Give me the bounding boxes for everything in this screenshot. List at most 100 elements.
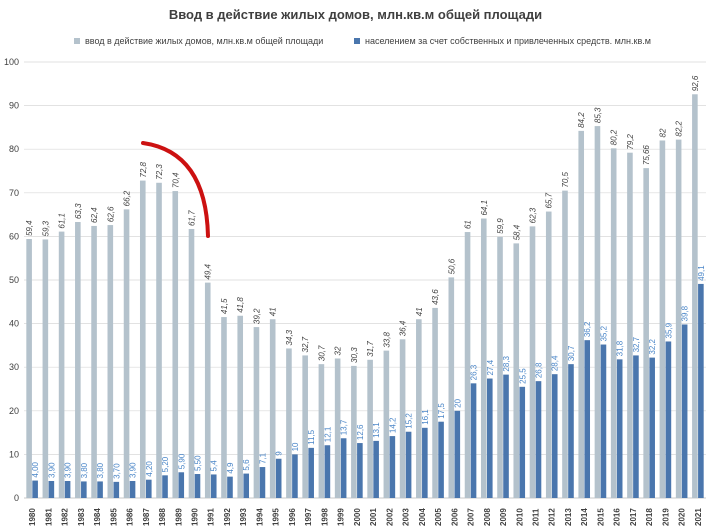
legend-item-population: населением за счет собственных и привлеч…	[354, 36, 651, 46]
bar-total-1996	[286, 348, 292, 498]
bar-total-1994	[253, 327, 260, 498]
data-label-population-2014: 36,2	[583, 321, 592, 337]
x-tick-label: 2021	[694, 508, 703, 526]
data-label-population-2009: 28,3	[502, 355, 511, 371]
bar-total-2001	[367, 359, 373, 498]
bar-total-1991	[204, 282, 211, 498]
x-tick-label: 2011	[532, 508, 541, 526]
data-label-total-2019: 82	[658, 128, 667, 137]
data-label-total-1999: 32	[334, 346, 343, 355]
data-label-total-1995: 41	[269, 307, 278, 316]
bar-total-2004	[416, 319, 422, 498]
x-tick-label: 2006	[450, 508, 459, 526]
bar-population-1981	[48, 480, 55, 498]
y-tick-label: 70	[9, 188, 19, 198]
data-label-population-2004: 16,1	[421, 409, 430, 425]
data-label-population-2020: 39,8	[681, 305, 690, 321]
data-label-total-1981: 59,3	[41, 220, 50, 236]
data-label-population-1987: 4,20	[145, 461, 154, 477]
data-label-population-1990: 5,50	[194, 455, 203, 471]
bar-population-1984	[97, 481, 103, 498]
bar-total-2012	[545, 211, 552, 498]
chart-title: Ввод в действие жилых домов, млн.кв.м об…	[168, 7, 543, 22]
data-label-total-2005: 43,6	[431, 289, 440, 305]
bar-total-1990	[188, 228, 195, 498]
y-tick-label: 40	[9, 319, 19, 329]
data-label-population-2010: 25,5	[518, 368, 527, 384]
data-label-total-2020: 82,2	[675, 120, 684, 136]
data-label-population-1989: 5,90	[177, 453, 186, 469]
data-label-population-1996: 10	[291, 442, 300, 451]
data-label-total-1982: 61,1	[58, 213, 67, 229]
bar-total-2003	[399, 339, 406, 498]
bar-population-2011	[535, 381, 542, 498]
bar-population-1992	[227, 476, 233, 498]
bar-population-1980	[32, 480, 38, 498]
x-tick-label: 2012	[548, 508, 557, 526]
data-label-total-1984: 62,4	[90, 207, 99, 223]
x-tick-label: 2015	[596, 508, 605, 526]
bar-population-2010	[519, 386, 526, 498]
y-tick-label: 90	[9, 101, 19, 111]
bar-population-2002	[389, 436, 396, 498]
data-label-population-2021: 49,1	[697, 265, 706, 281]
bar-population-2013	[568, 364, 574, 498]
x-tick-label: 1986	[126, 508, 135, 526]
x-tick-label: 2007	[467, 508, 476, 526]
legend-label-total: ввод в действие жилых домов, млн.кв.м об…	[85, 36, 324, 46]
data-label-population-1999: 13,7	[340, 419, 349, 435]
bar-population-1998	[324, 445, 331, 498]
bar-total-2006	[448, 277, 455, 498]
data-label-population-2013: 30,7	[567, 345, 576, 361]
data-label-total-2008: 64,1	[480, 200, 489, 216]
data-label-total-1986: 66,2	[123, 190, 132, 206]
bar-total-1983	[75, 222, 81, 498]
x-tick-label: 1999	[337, 508, 346, 526]
bar-population-2016	[616, 359, 623, 498]
chart-legend: ввод в действие жилых домов, млн.кв.м об…	[0, 36, 711, 50]
x-tick-label: 2017	[629, 508, 638, 526]
bar-population-2007	[470, 383, 477, 498]
y-tick-label: 10	[9, 449, 19, 459]
data-label-total-2015: 85,3	[593, 107, 602, 123]
bar-population-1996	[292, 454, 298, 498]
x-tick-label: 2019	[661, 508, 670, 526]
x-tick-label: 2001	[369, 508, 378, 526]
bar-population-2009	[503, 374, 509, 498]
bar-total-2000	[351, 365, 357, 498]
bar-total-1984	[91, 225, 97, 498]
bar-total-2010	[513, 243, 520, 498]
legend-swatch-population	[354, 38, 360, 44]
bar-total-1980	[26, 239, 32, 499]
bar-total-1992	[221, 317, 227, 498]
data-label-population-2012: 28,4	[551, 355, 560, 371]
data-label-total-2012: 65,7	[545, 192, 554, 208]
bar-population-2019	[665, 341, 672, 498]
data-label-population-1993: 5,6	[242, 459, 251, 471]
bar-total-2020	[675, 139, 682, 498]
bar-population-1985	[113, 481, 120, 498]
data-label-population-2003: 15,2	[405, 413, 414, 429]
data-label-total-2016: 80,2	[610, 129, 619, 145]
x-tick-label: 1987	[142, 508, 151, 526]
data-label-total-1991: 49,4	[204, 263, 213, 279]
x-tick-label: 2013	[564, 508, 573, 526]
bar-population-1982	[64, 480, 71, 498]
data-label-population-1992: 4,9	[226, 462, 235, 474]
data-label-total-1980: 59,4	[25, 220, 34, 236]
data-label-total-2003: 36,4	[399, 320, 408, 336]
bar-total-1998	[318, 364, 325, 498]
data-label-population-1998: 12,1	[323, 426, 332, 442]
data-label-total-2002: 33,8	[382, 332, 391, 348]
bar-population-1993	[243, 473, 250, 498]
data-label-total-1983: 63,3	[74, 203, 83, 219]
bar-population-2020	[681, 324, 688, 498]
data-label-total-2010: 58,4	[512, 224, 521, 240]
data-label-total-1993: 41,8	[236, 297, 245, 313]
x-tick-label: 2000	[353, 508, 362, 526]
bar-population-2003	[405, 431, 412, 498]
bar-population-1987	[145, 479, 152, 498]
legend-label-population: населением за счет собственных и привлеч…	[365, 36, 651, 46]
x-tick-label: 2008	[483, 508, 492, 526]
bar-total-1995	[269, 319, 276, 498]
